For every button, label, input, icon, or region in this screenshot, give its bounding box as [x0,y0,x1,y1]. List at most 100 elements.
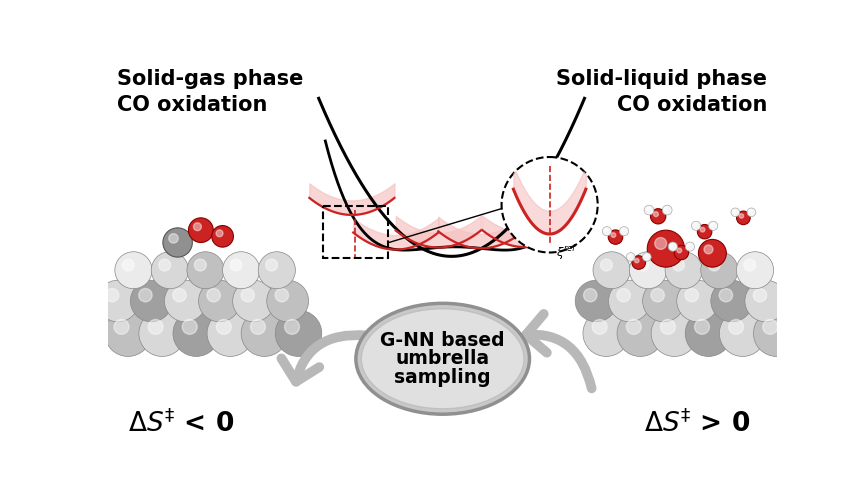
Circle shape [644,205,654,215]
Circle shape [763,320,778,334]
Circle shape [241,288,255,302]
Circle shape [643,280,684,322]
Circle shape [576,280,617,322]
Circle shape [697,224,712,239]
Circle shape [646,207,649,210]
Circle shape [621,228,624,232]
Circle shape [163,228,192,257]
Circle shape [753,310,800,356]
Circle shape [691,221,701,230]
Circle shape [193,223,201,230]
Circle shape [139,310,186,356]
Circle shape [187,252,224,288]
Circle shape [647,230,684,267]
Circle shape [736,211,750,224]
Circle shape [592,320,608,334]
Circle shape [668,242,677,251]
Circle shape [267,280,309,322]
Circle shape [275,288,288,302]
FancyArrowPatch shape [281,335,366,382]
Circle shape [740,214,744,218]
Text: Solid-gas phase: Solid-gas phase [117,69,304,89]
Circle shape [159,259,171,271]
Circle shape [709,221,718,230]
Circle shape [709,259,720,271]
Circle shape [258,252,295,288]
Circle shape [747,208,756,216]
Circle shape [601,259,613,271]
Circle shape [711,280,753,322]
Circle shape [700,228,705,232]
Circle shape [223,252,260,288]
Circle shape [139,288,152,302]
Ellipse shape [356,304,530,414]
Circle shape [250,320,265,334]
Circle shape [710,223,714,226]
Circle shape [216,230,223,237]
Circle shape [620,226,628,236]
Circle shape [104,310,151,356]
Text: CO oxidation: CO oxidation [617,94,767,114]
Circle shape [629,252,666,288]
Circle shape [698,240,727,267]
Circle shape [182,320,197,334]
Circle shape [617,310,664,356]
Circle shape [642,252,652,262]
Circle shape [653,212,658,216]
Circle shape [583,310,629,356]
Circle shape [651,288,665,302]
Circle shape [97,280,139,322]
Circle shape [632,256,646,270]
Circle shape [608,280,651,322]
Circle shape [207,288,220,302]
Circle shape [241,310,287,356]
Circle shape [651,208,665,224]
Circle shape [745,280,787,322]
Circle shape [728,320,744,334]
Circle shape [637,259,649,271]
Circle shape [749,210,752,212]
Circle shape [670,244,673,247]
Circle shape [660,320,676,334]
Text: CO oxidation: CO oxidation [117,94,268,114]
Circle shape [704,245,713,254]
Circle shape [733,210,735,212]
Circle shape [198,280,241,322]
Circle shape [266,259,278,271]
Circle shape [217,320,231,334]
Text: $\xi^{ref}$: $\xi^{ref}$ [556,244,577,262]
Circle shape [655,238,666,250]
Circle shape [207,310,254,356]
Circle shape [677,280,719,322]
Circle shape [501,157,598,252]
Circle shape [674,246,689,260]
Circle shape [617,288,630,302]
Circle shape [169,234,179,243]
Circle shape [194,259,206,271]
Circle shape [151,252,188,288]
Circle shape [687,244,690,247]
Circle shape [665,252,702,288]
Circle shape [665,207,667,210]
Circle shape [233,280,274,322]
Ellipse shape [362,308,524,409]
Circle shape [731,208,740,216]
Circle shape [604,228,608,232]
Circle shape [285,320,299,334]
Text: G-NN based: G-NN based [381,331,505,350]
Circle shape [652,310,697,356]
Circle shape [188,218,213,242]
Circle shape [662,205,672,215]
Circle shape [719,288,733,302]
Circle shape [672,259,684,271]
Text: sampling: sampling [394,368,491,386]
Text: Solid-liquid phase: Solid-liquid phase [557,69,767,89]
Circle shape [173,310,219,356]
Circle shape [608,230,623,244]
Text: $\Delta S^{\ddagger}$ < 0: $\Delta S^{\ddagger}$ < 0 [129,409,235,438]
Circle shape [148,320,163,334]
Text: $\Delta S^{\ddagger}$ > 0: $\Delta S^{\ddagger}$ > 0 [644,409,750,438]
Circle shape [165,280,206,322]
Circle shape [583,288,597,302]
Circle shape [695,320,709,334]
